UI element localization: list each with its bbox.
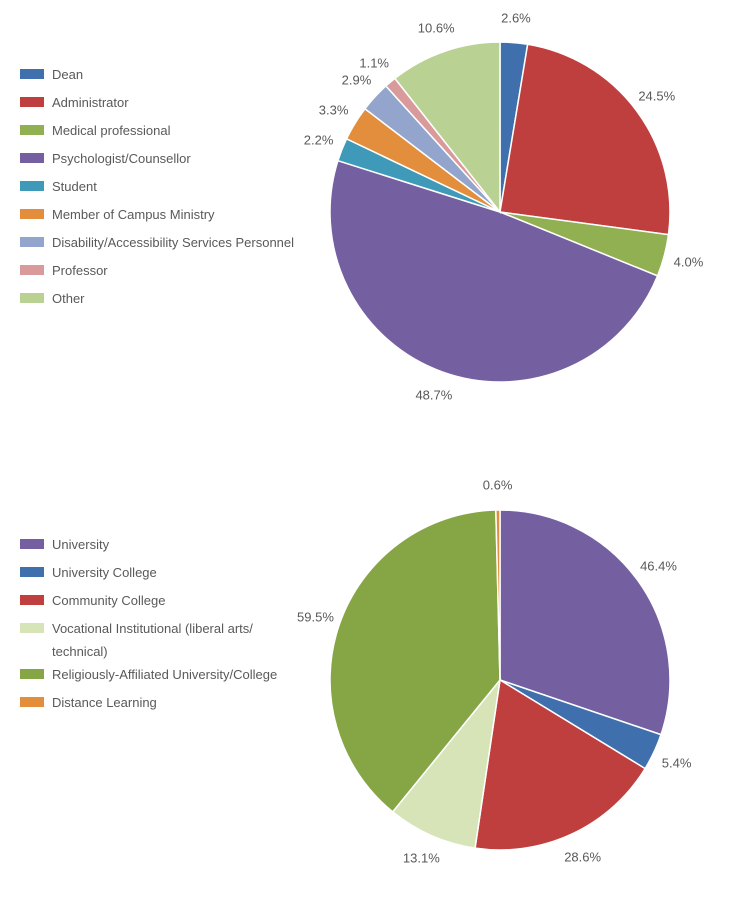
slice-label: 59.5% — [297, 609, 334, 624]
slice-label: 0.6% — [483, 478, 513, 493]
slice-label: 5.4% — [662, 755, 692, 770]
slice-label: 28.6% — [564, 849, 601, 864]
slice-label: 13.1% — [403, 851, 440, 866]
slice-label: 46.4% — [640, 559, 677, 574]
